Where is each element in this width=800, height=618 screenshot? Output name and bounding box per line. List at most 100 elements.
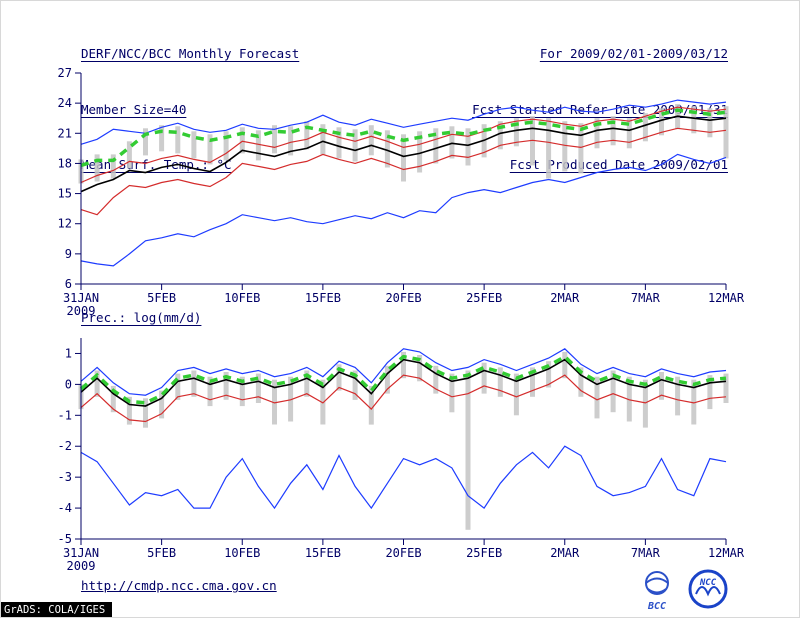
x-tick-label: 31JAN (63, 291, 99, 305)
y-tick-label: 1 (65, 346, 72, 360)
ensemble-spread-bar (417, 131, 423, 173)
ensemble-spread-bar (530, 367, 535, 397)
x-tick-label: 12MAR (708, 291, 745, 305)
ensemble-spread-bar (465, 370, 471, 530)
x-tick-label: 7MAR (631, 546, 661, 560)
ensemble-spread-bar (159, 390, 165, 419)
y-tick-label: 6 (65, 277, 72, 291)
bcc-logo: BCC (638, 568, 676, 616)
ensemble-spread-bar (272, 125, 277, 154)
x-tick-label: 25FEB (466, 546, 502, 560)
ensemble-spread-bar (320, 124, 326, 155)
ensemble-lower-line (80, 445, 727, 510)
observation-line (79, 354, 727, 405)
ensemble-spread-bar (417, 355, 423, 382)
page-title: DERF/NCC/BCC Monthly Forecast (81, 46, 300, 61)
y-tick-label: -1 (58, 408, 72, 422)
x-tick-label: 2MAR (550, 291, 580, 305)
ensemble-spread-bar (143, 398, 148, 428)
x-tick-label: 15FEB (305, 291, 341, 305)
x-tick-label: 20FEB (385, 291, 421, 305)
x-tick-label: 20FEB (385, 546, 421, 560)
ensemble-spread-bar (336, 127, 342, 159)
ensemble-spread-bar (497, 367, 503, 397)
ensemble-spread-bar (126, 141, 132, 169)
website-link[interactable]: http://cmdp.ncc.cma.gov.cn (81, 578, 277, 593)
ensemble-spread-bar (368, 385, 374, 425)
ensemble-spread-bar (610, 116, 616, 146)
observation-line (80, 108, 727, 168)
bcc-logo-swirl-bottom (647, 588, 667, 594)
x-tick-label: 7MAR (631, 291, 661, 305)
ensemble-spread-bar (546, 361, 552, 388)
ensemble-spread-bar (159, 125, 165, 152)
ensemble-spread-bar (94, 370, 100, 397)
ensemble-spread-bar (659, 108, 664, 136)
ensemble-spread-bar (546, 118, 552, 179)
ensemble-spread-bar (401, 351, 406, 379)
ensemble-spread-bar (659, 372, 664, 400)
mean-minus-sd-line (80, 127, 727, 216)
ensemble-upper-line (80, 348, 727, 396)
ensemble-spread-bar (110, 154, 116, 179)
ensemble-spread-bar (239, 376, 245, 407)
x-tick-label: 12MAR (708, 546, 745, 560)
ncc-logo-ring (688, 569, 728, 609)
ensemble-spread-bar (513, 373, 519, 416)
ensemble-spread-bar (401, 134, 406, 182)
ensemble-spread-bar (626, 118, 632, 149)
ensemble-spread-bar (288, 376, 294, 422)
x-tick-label: 5FEB (147, 291, 176, 305)
ensemble-spread-bar (223, 372, 229, 400)
ensemble-spread-bar (126, 396, 132, 425)
ncc-logo-text: NCC (699, 578, 717, 588)
ensemble-spread-bar (578, 123, 584, 174)
ensemble-spread-bar (288, 126, 294, 156)
ensemble-spread-bar (691, 106, 697, 134)
y-tick-label: -5 (58, 532, 72, 546)
ensemble-spread-bar (191, 131, 197, 159)
grads-credit-badge: GrADS: COLA/IGES (1, 602, 113, 617)
ncc-logo-waves (695, 586, 721, 597)
ensemble-spread-bar (642, 113, 648, 142)
mean-plus-sd-line (80, 106, 727, 184)
y-tick-label: 12 (58, 217, 72, 231)
ensemble-spread-bar (449, 373, 455, 413)
ensemble-spread-bar (562, 351, 568, 379)
y-tick-label: 0 (65, 377, 72, 391)
x-tick-sublabel: 2009 (67, 559, 96, 573)
ensemble-spread-bar (707, 375, 713, 410)
ensemble-spread-bar (594, 118, 600, 149)
ensemble-spread-bar (352, 129, 358, 162)
bcc-logo-swirl-top (645, 577, 669, 584)
ensemble-spread-bar (384, 130, 390, 168)
ncc-logo: NCC (685, 565, 731, 617)
ensemble-spread-bar (481, 362, 487, 394)
ensemble-spread-bar (707, 108, 713, 138)
ensemble-mean-line (80, 115, 727, 193)
ensemble-spread-bar (723, 106, 729, 159)
y-tick-label: 9 (65, 247, 72, 261)
x-tick-label: 31JAN (63, 546, 99, 560)
ensemble-spread-bar (642, 379, 648, 428)
ensemble-spread-bar (449, 126, 455, 159)
x-tick-label: 2MAR (550, 546, 580, 560)
ensemble-spread-bar (255, 373, 261, 403)
y-tick-label: -3 (58, 470, 72, 484)
x-tick-label: 10FEB (224, 291, 260, 305)
x-tick-label: 15FEB (305, 546, 341, 560)
ensemble-spread-bar (626, 376, 632, 422)
member-size-label: Member Size=40 (81, 101, 187, 117)
ensemble-spread-bar (143, 128, 148, 156)
ensemble-spread-bar (691, 379, 697, 425)
ensemble-spread-bar (675, 376, 681, 416)
ensemble-spread-bar (207, 376, 213, 407)
y-tick-label: 24 (58, 96, 72, 110)
y-tick-label: 18 (58, 156, 72, 170)
y-tick-label: 21 (58, 126, 72, 140)
x-tick-label: 25FEB (466, 291, 502, 305)
ensemble-spread-bar (497, 121, 503, 150)
